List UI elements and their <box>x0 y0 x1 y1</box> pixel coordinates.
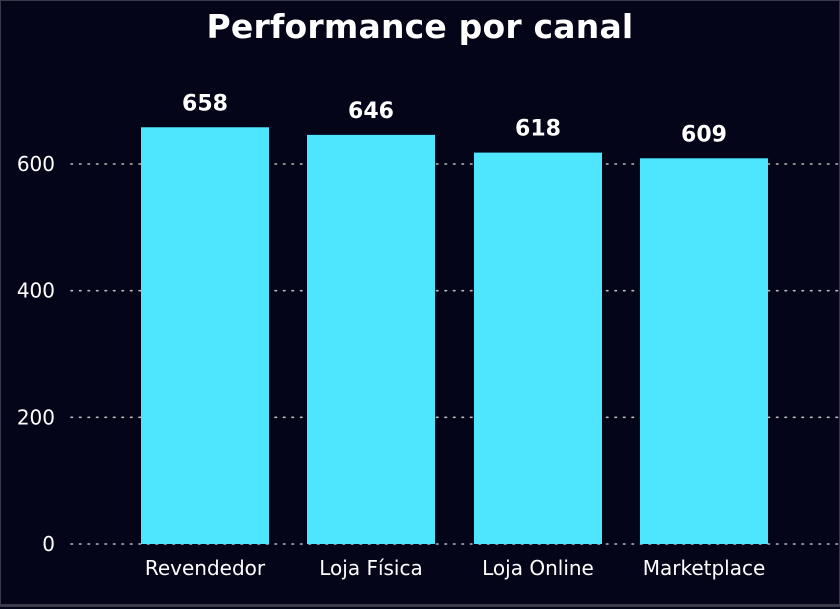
bar-value-label: 618 <box>515 117 561 142</box>
y-tick-label: 400 <box>17 279 55 303</box>
bar-loja-f-sica <box>307 134 435 544</box>
bar-value-label: 609 <box>681 122 727 147</box>
bar-revendedor <box>141 127 269 545</box>
y-tick-label: 600 <box>17 152 55 176</box>
x-category-label: Marketplace <box>643 556 766 580</box>
bar-value-label: 658 <box>182 91 228 116</box>
y-tick-label: 200 <box>17 405 55 429</box>
x-category-label: Loja Física <box>319 556 423 580</box>
bars-layer <box>141 127 768 545</box>
bar-marketplace <box>640 158 768 545</box>
labels-layer: 0 200 400 600 658 Revendedor 646 Loja Física 618… <box>17 91 765 580</box>
bar-loja-online <box>474 152 602 544</box>
y-tick-label: 0 <box>42 532 55 556</box>
x-category-label: Revendedor <box>145 556 266 580</box>
chart-title: Performance por canal <box>206 7 634 46</box>
x-category-label: Loja Online <box>482 556 594 580</box>
bar-value-label: 646 <box>348 99 394 124</box>
